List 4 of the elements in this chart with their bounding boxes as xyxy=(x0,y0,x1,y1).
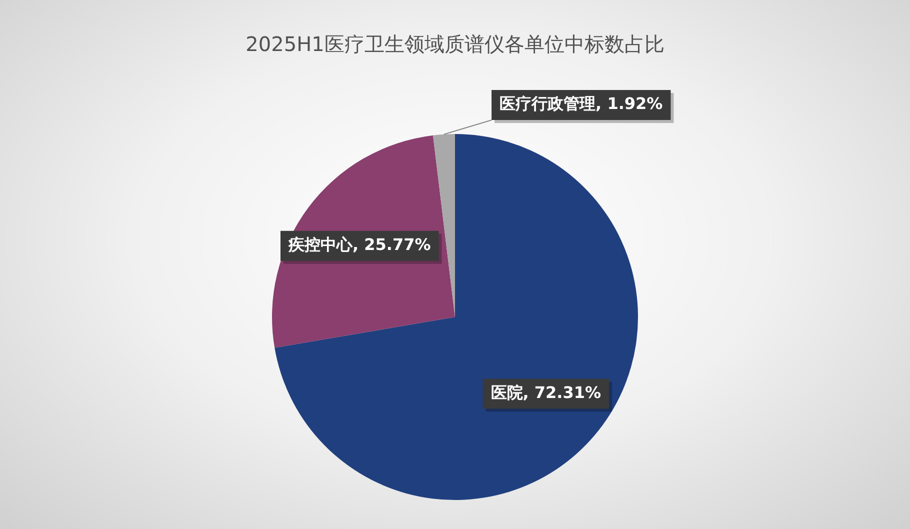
chart-title: 2025H1医疗卫生领域质谱仪各单位中标数占比 xyxy=(246,32,664,56)
slice-label: 医院, 72.31% xyxy=(490,382,602,402)
slice-label: 医疗行政管理, 1.92% xyxy=(500,94,663,114)
slice-label: 疾控中心, 25.77% xyxy=(287,235,431,254)
